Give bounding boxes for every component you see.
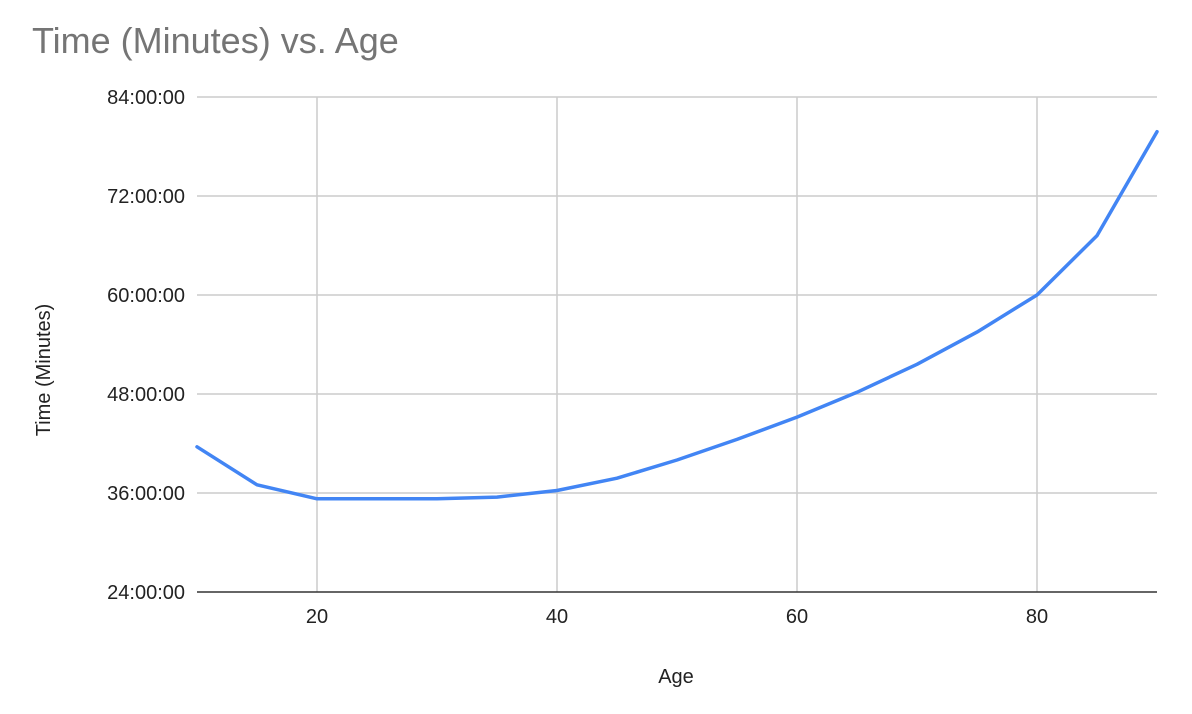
chart-title: Time (Minutes) vs. Age [32,20,399,61]
x-tick-label: 60 [786,606,808,628]
series-layer [195,129,1159,501]
y-axis-label: Time (Minutes) [33,304,55,437]
tick-labels: 24:00:00 36:00:00 48:00:00 60:00:00 72:00:00… [107,87,1048,628]
y-tick-label: 24:00:00 [107,582,185,604]
grid-lines [197,96,1157,593]
series-line-0 [195,129,1159,501]
y-tick-label: 48:00:00 [107,384,185,406]
x-axis-label: Age [658,666,694,688]
y-tick-label: 36:00:00 [107,483,185,505]
y-tick-label: 60:00:00 [107,285,185,307]
y-tick-label: 84:00:00 [107,87,185,109]
y-tick-label: 72:00:00 [107,186,185,208]
x-tick-label: 80 [1026,606,1048,628]
x-tick-label: 20 [306,606,328,628]
x-tick-label: 40 [546,606,568,628]
